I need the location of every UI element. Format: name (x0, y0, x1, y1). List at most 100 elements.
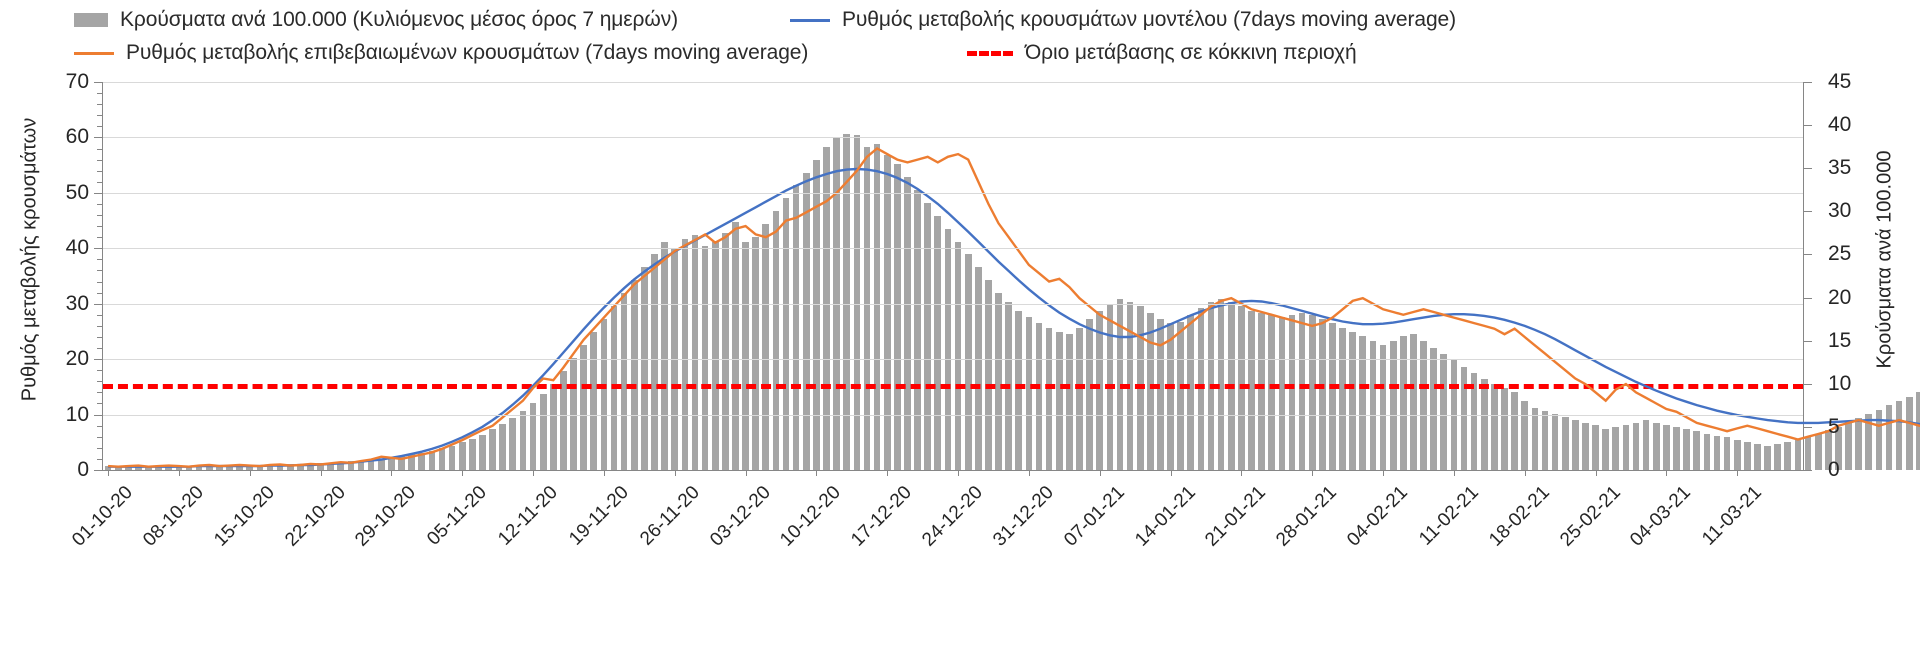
gridline (103, 137, 1803, 139)
x-axis-tick (1666, 470, 1668, 476)
bar (1784, 442, 1792, 470)
line-confirmed-rate (108, 147, 1920, 468)
threshold-dashed-line (103, 384, 1803, 390)
x-axis-tick (1099, 470, 1101, 476)
bar (1713, 435, 1721, 470)
bar (1703, 433, 1711, 470)
bar (266, 464, 274, 470)
y-axis-left-tick-label: 60 (65, 125, 89, 149)
x-axis-tick (533, 470, 535, 476)
bar (1045, 327, 1053, 470)
bar (1055, 332, 1063, 470)
legend-item-threshold[interactable]: Όριο μετάβασης σε κόκκινη περιοχή (967, 41, 1357, 65)
bar (1814, 433, 1822, 470)
y-axis-left-tick-label: 50 (65, 180, 89, 204)
x-axis-tick (603, 470, 605, 476)
bar (560, 370, 567, 470)
bar (1157, 319, 1164, 470)
legend-item-confirmed-rate[interactable]: Ρυθμός μεταβολής επιβεβαιωμένων κρουσμάτ… (74, 41, 808, 65)
x-axis-tick (745, 470, 747, 476)
bar (1480, 379, 1488, 470)
bar (1319, 319, 1326, 470)
x-axis-line (102, 470, 1804, 471)
bar (701, 245, 709, 470)
bar (1460, 366, 1468, 470)
legend-item-cases-per-100k[interactable]: Κρούσματα ανά 100.000 (Κυλιόμενος μέσος … (74, 8, 678, 32)
y-axis-left-minor-tick (97, 381, 103, 383)
y-axis-left-minor-tick (97, 458, 103, 460)
gridline (103, 192, 1803, 194)
y-axis-right-tick (1803, 297, 1812, 299)
bar (1754, 444, 1761, 470)
bar (256, 464, 264, 470)
gridline (103, 303, 1803, 305)
bar (1693, 431, 1701, 470)
y-axis-right-tick-label: 10 (1828, 371, 1852, 395)
y-axis-right-line (1803, 82, 1804, 470)
bar (1683, 428, 1690, 470)
plot-canvas: 0 10 20 30 40 50 60 70 0 5 10 15 20 25 30 35 40 45 01-10-2… (66, 71, 1920, 551)
x-axis-tick (178, 470, 180, 476)
x-axis-tick (816, 470, 818, 476)
x-axis-tick (249, 470, 251, 476)
bar (327, 463, 334, 470)
bar (195, 465, 203, 470)
bar (1258, 313, 1265, 470)
bar (286, 463, 294, 470)
y-axis-right-tick (1803, 125, 1812, 127)
y-axis-left-tick-label: 30 (65, 291, 89, 315)
legend-swatch-red-dashed-icon (967, 50, 1013, 56)
x-axis-tick (1028, 470, 1030, 476)
bar (276, 464, 284, 470)
y-axis-left-minor-tick (97, 425, 103, 427)
bar (1632, 422, 1640, 470)
bar (873, 144, 881, 470)
bar (1733, 439, 1741, 470)
y-axis-right-tick-label: 30 (1828, 199, 1852, 223)
bar (1177, 321, 1184, 470)
y-axis-left-tick-label: 0 (77, 458, 89, 481)
bar (772, 211, 780, 470)
y-axis-left-minor-tick (97, 370, 103, 372)
x-axis-tick (1453, 470, 1455, 476)
bar (823, 146, 830, 470)
bar (236, 464, 243, 470)
bar (934, 215, 942, 470)
bar (408, 454, 415, 470)
y-axis-left-minor-tick (97, 314, 103, 316)
bar (1804, 437, 1812, 470)
bar (296, 463, 304, 470)
y-axis-left-tick-label: 10 (65, 402, 89, 426)
y-axis-left-minor-tick (97, 181, 103, 183)
bar (1379, 344, 1387, 470)
bar (1248, 310, 1255, 470)
bar (448, 445, 456, 470)
bar (388, 457, 395, 470)
y-axis-left-tick (94, 248, 103, 250)
bar (1369, 340, 1377, 470)
y-axis-left-minor-tick (97, 325, 103, 327)
bar (1359, 336, 1367, 470)
legend-item-model-rate[interactable]: Ρυθμός μεταβολής κρουσμάτων μοντέλου (7d… (790, 8, 1456, 32)
y-axis-left-tick (94, 470, 103, 471)
bar (1673, 426, 1680, 470)
x-axis-tick (1312, 470, 1314, 476)
y-axis-left-tick (94, 303, 103, 305)
bar (792, 185, 800, 470)
y-axis-left-line (102, 82, 103, 470)
y-axis-left-minor-tick (97, 104, 103, 106)
y-axis-left-tick (94, 137, 103, 139)
bar (337, 462, 345, 470)
bar (1308, 314, 1316, 470)
y-axis-left-tick (94, 192, 103, 194)
bar (732, 221, 739, 470)
bar (802, 172, 810, 470)
bar (1845, 422, 1852, 470)
bar (630, 280, 638, 470)
bar (1895, 401, 1903, 470)
bar (954, 241, 962, 470)
bar (1349, 332, 1357, 470)
x-axis-tick (1383, 470, 1385, 476)
bar (418, 452, 426, 470)
